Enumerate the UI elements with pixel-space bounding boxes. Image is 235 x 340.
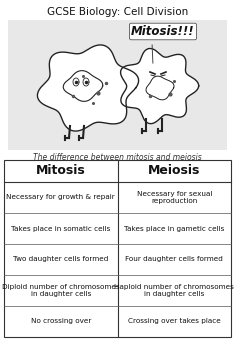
Text: Necessary for growth & repair: Necessary for growth & repair [6, 194, 115, 201]
Text: Mitosis: Mitosis [36, 165, 86, 177]
Polygon shape [121, 49, 199, 124]
Polygon shape [146, 76, 174, 100]
Polygon shape [73, 78, 79, 86]
FancyBboxPatch shape [8, 20, 227, 150]
Text: Mitosis!!!: Mitosis!!! [131, 25, 195, 38]
Text: Crossing over takes place: Crossing over takes place [128, 319, 221, 324]
Text: Two daughter cells formed: Two daughter cells formed [13, 256, 108, 262]
Text: GCSE Biology: Cell Division: GCSE Biology: Cell Division [47, 7, 188, 17]
Text: No crossing over: No crossing over [31, 319, 91, 324]
Polygon shape [63, 71, 103, 101]
Text: Takes place in gametic cells: Takes place in gametic cells [124, 225, 224, 232]
Text: Diploid number of chromosomes
in daughter cells: Diploid number of chromosomes in daughte… [2, 284, 120, 297]
Bar [4, 160, 231, 337]
Text: Haploid number of chromosomes
in daughter cells: Haploid number of chromosomes in daughte… [114, 284, 234, 297]
Text: Takes place in somatic cells: Takes place in somatic cells [11, 225, 110, 232]
Polygon shape [37, 45, 139, 131]
Text: Meiosis: Meiosis [148, 165, 200, 177]
Polygon shape [83, 78, 89, 86]
Text: Necessary for sexual
reproduction: Necessary for sexual reproduction [137, 191, 212, 204]
Text: The difference between mitosis and meiosis: The difference between mitosis and meios… [33, 153, 202, 162]
Text: Four daughter cells formed: Four daughter cells formed [125, 256, 223, 262]
